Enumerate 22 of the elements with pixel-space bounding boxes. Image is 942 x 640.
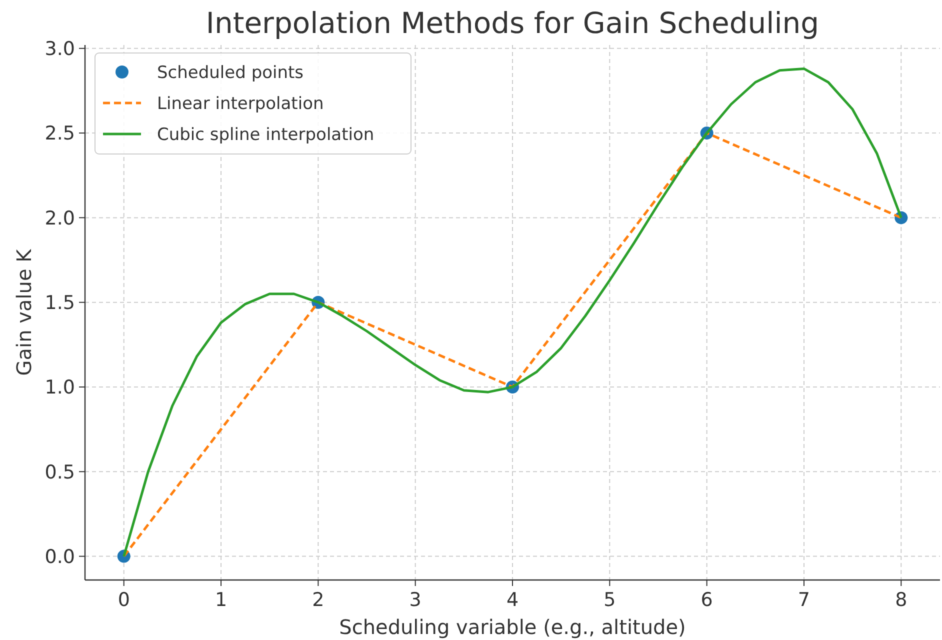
x-tick-label: 5 [604, 589, 616, 611]
x-axis-title: Scheduling variable (e.g., altitude) [339, 615, 686, 639]
chart-title: Interpolation Methods for Gain Scheduling [206, 6, 820, 40]
x-tick-label: 4 [506, 589, 519, 611]
x-tick-label: 3 [409, 589, 422, 611]
x-tick-label: 0 [118, 589, 130, 611]
x-tick-label: 7 [798, 589, 810, 611]
y-tick-label: 2.5 [44, 122, 75, 145]
y-tick-label: 1.5 [44, 292, 75, 314]
y-tick-label: 1.0 [44, 376, 75, 399]
legend-label: Cubic spline interpolation [157, 124, 374, 145]
y-tick-label: 2.0 [44, 207, 75, 230]
x-tick-label: 1 [214, 589, 228, 611]
legend-label: Scheduled points [157, 62, 304, 83]
y-axis-title: Gain value K [12, 248, 36, 376]
y-tick-label: 0.0 [44, 546, 75, 568]
y-tick-label: 3.0 [44, 38, 75, 60]
x-tick-label: 8 [895, 589, 908, 611]
legend-label: Linear interpolation [157, 94, 324, 114]
x-tick-label: 2 [312, 589, 324, 611]
x-tick-label: 6 [700, 589, 713, 611]
y-tick-label: 0.5 [44, 461, 75, 484]
